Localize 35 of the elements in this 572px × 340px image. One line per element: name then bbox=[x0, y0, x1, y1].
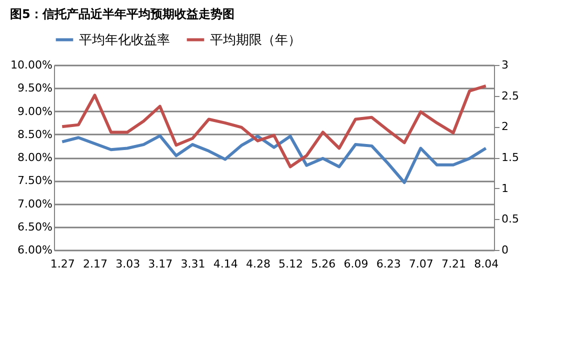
y-tick-label: 6.00% bbox=[18, 244, 52, 256]
y2-tick-label: 2.5 bbox=[502, 89, 519, 102]
y2-tick-label: 2 bbox=[502, 120, 508, 134]
x-tick-label: 7.07 bbox=[408, 258, 434, 270]
y-tick-label: 8.00% bbox=[18, 151, 52, 164]
legend-label: 平均期限（年） bbox=[210, 32, 301, 48]
x-tick-label: 3.03 bbox=[116, 258, 140, 270]
y-tick-label: 10.00% bbox=[10, 58, 52, 72]
x-tick-label: 6.23 bbox=[376, 258, 401, 270]
y-tick-label: 9.00% bbox=[18, 104, 52, 118]
y-tick-label: 8.50% bbox=[18, 128, 52, 141]
x-tick-label: 6.09 bbox=[344, 258, 368, 270]
x-tick-label: 1.27 bbox=[50, 258, 75, 270]
y-tick-label: 7.50% bbox=[18, 174, 52, 188]
y2-tick-label: 0 bbox=[502, 244, 508, 256]
y2-tick-label: 0.5 bbox=[502, 212, 519, 226]
x-tick-label: 5.12 bbox=[278, 258, 304, 270]
x-tick-label: 4.14 bbox=[213, 258, 238, 270]
x-tick-label: 3.17 bbox=[148, 258, 173, 270]
y2-tick-label: 3 bbox=[502, 58, 508, 72]
x-tick-label: 3.31 bbox=[180, 258, 206, 270]
line-series bbox=[60, 84, 488, 168]
x-tick-label: 5.26 bbox=[311, 258, 336, 270]
x-tick-label: 7.21 bbox=[442, 258, 466, 270]
y2-tick-label: 1.5 bbox=[502, 151, 519, 164]
y-tick-label: 9.50% bbox=[18, 82, 52, 95]
y2-tick-label: 1 bbox=[502, 182, 508, 195]
legend-label: 平均年化收益率 bbox=[79, 32, 170, 48]
x-tick-label: 8.04 bbox=[474, 258, 499, 270]
x-tick-label: 2.17 bbox=[82, 258, 108, 270]
chart-title: 图5：信托产品近半年平均预期收益走势图 bbox=[10, 7, 234, 21]
y-tick-label: 6.50% bbox=[18, 220, 52, 234]
y-tick-label: 7.00% bbox=[18, 197, 52, 210]
line-series bbox=[60, 134, 488, 184]
x-tick-label: 4.28 bbox=[246, 258, 270, 270]
